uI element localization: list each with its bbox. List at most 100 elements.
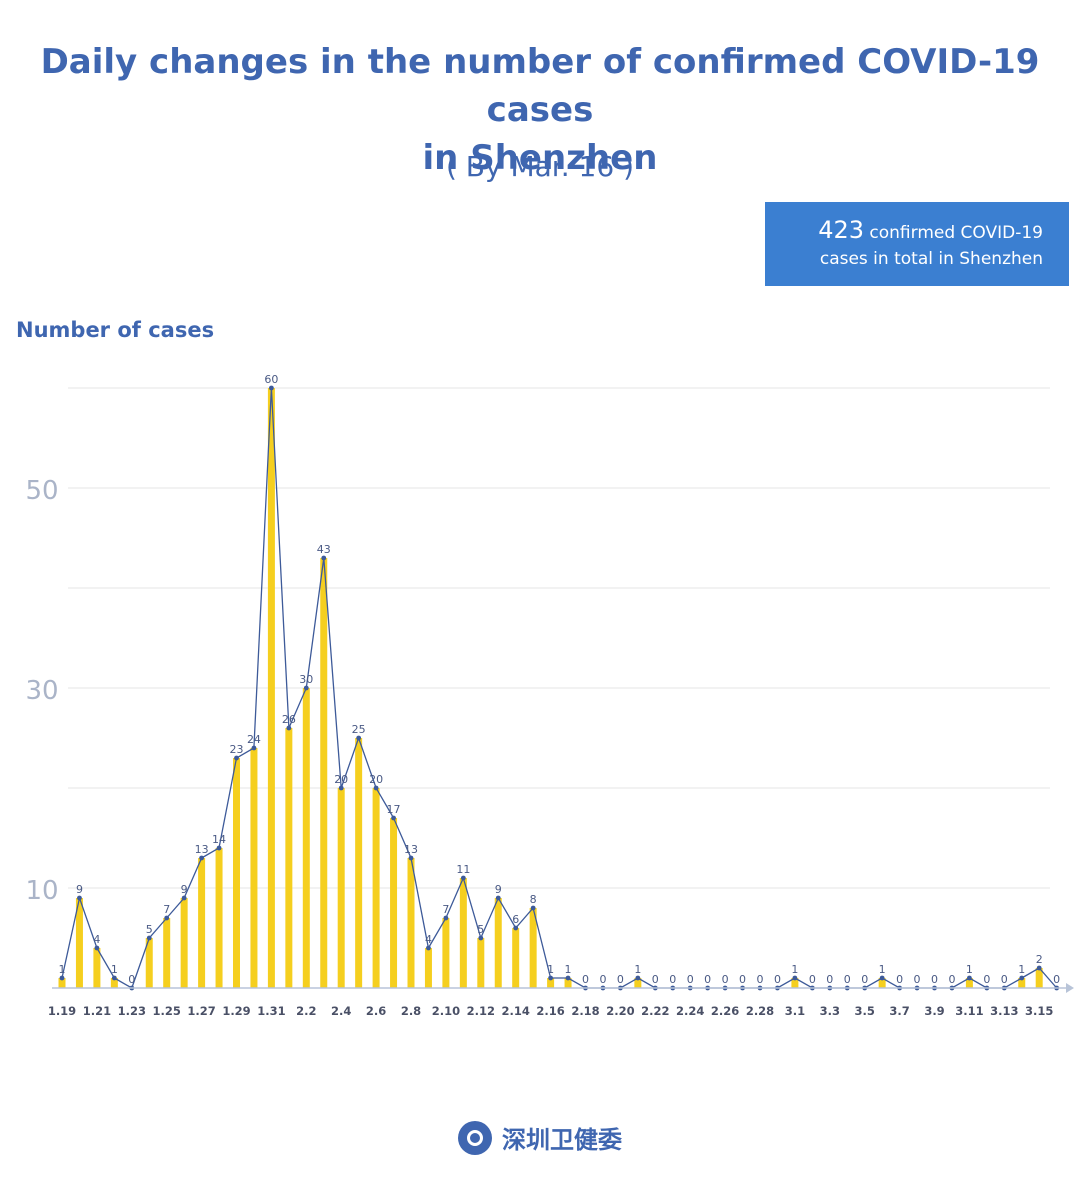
data-point — [146, 935, 152, 941]
x-tick-label: 3.1 — [785, 1004, 805, 1018]
data-label: 17 — [387, 803, 401, 816]
bar — [529, 908, 537, 988]
x-tick-label: 1.31 — [257, 1004, 285, 1018]
y-tick-label: 50 — [25, 476, 58, 506]
data-point — [111, 975, 117, 981]
x-tick-label: 3.5 — [855, 1004, 875, 1018]
bar — [215, 848, 223, 988]
data-label: 6 — [512, 913, 519, 926]
data-label: 0 — [128, 973, 135, 986]
bar — [494, 898, 502, 988]
data-label: 20 — [334, 773, 348, 786]
bar — [110, 978, 118, 988]
data-label: 20 — [369, 773, 383, 786]
data-label: 1 — [547, 963, 554, 976]
x-tick-label: 1.25 — [153, 1004, 181, 1018]
bar — [58, 978, 66, 988]
x-tick-label: 2.2 — [296, 1004, 316, 1018]
chart-title: Daily changes in the number of confirmed… — [0, 38, 1080, 182]
data-label: 2 — [1036, 953, 1043, 966]
data-point — [59, 975, 65, 981]
data-label: 0 — [931, 973, 938, 986]
data-label: 9 — [181, 883, 188, 896]
data-label: 4 — [93, 933, 100, 946]
daily-cases-chart: 1941057913142324602630432025201713471159… — [25, 373, 1074, 1018]
bar — [320, 558, 328, 988]
bar — [337, 788, 345, 988]
data-point — [216, 845, 222, 851]
data-label: 0 — [983, 973, 990, 986]
data-label: 0 — [914, 973, 921, 986]
bar — [250, 748, 258, 988]
data-label: 1 — [879, 963, 886, 976]
bar — [878, 978, 886, 988]
bar — [477, 938, 485, 988]
data-label: 26 — [282, 713, 296, 726]
x-tick-label: 3.9 — [924, 1004, 944, 1018]
data-label: 0 — [722, 973, 729, 986]
x-tick-label: 1.27 — [187, 1004, 215, 1018]
x-tick-label: 3.13 — [990, 1004, 1018, 1018]
bar — [965, 978, 973, 988]
chart-subtitle: ( By Mar. 16 ) — [445, 150, 634, 183]
data-point — [338, 785, 344, 791]
data-label: 1 — [1018, 963, 1025, 976]
data-point — [251, 745, 257, 751]
data-point — [408, 855, 414, 861]
data-point — [321, 555, 327, 561]
x-tick-label: 3.3 — [820, 1004, 840, 1018]
data-label: 43 — [317, 543, 331, 556]
bar — [198, 858, 206, 988]
data-label: 0 — [704, 973, 711, 986]
x-tick-label: 2.16 — [536, 1004, 564, 1018]
data-point — [391, 815, 396, 821]
x-tick-label: 2.22 — [641, 1004, 669, 1018]
data-label: 0 — [844, 973, 851, 986]
bar — [75, 898, 83, 988]
data-label: 8 — [530, 893, 537, 906]
data-label: 0 — [1053, 973, 1060, 986]
total-cases-box: 423 confirmed COVID-19 cases in total in… — [765, 202, 1069, 286]
data-label: 13 — [404, 843, 418, 856]
data-label: 23 — [230, 743, 244, 756]
data-label: 25 — [352, 723, 366, 736]
x-tick-label: 3.7 — [889, 1004, 909, 1018]
data-label: 0 — [861, 973, 868, 986]
data-label: 7 — [163, 903, 170, 916]
data-point — [181, 895, 187, 901]
data-point — [1036, 965, 1042, 971]
data-label: 0 — [599, 973, 606, 986]
data-label: 5 — [477, 923, 484, 936]
total-cases-number: 423 — [818, 215, 864, 244]
total-cases-label-2: cases in total in Shenzhen — [819, 248, 1043, 269]
data-label: 1 — [966, 963, 973, 976]
bar — [267, 388, 275, 988]
data-point — [548, 975, 553, 981]
bar — [163, 918, 171, 988]
bar — [355, 738, 363, 988]
x-tick-label: 2.24 — [676, 1004, 704, 1018]
data-label: 1 — [111, 963, 118, 976]
data-label: 0 — [687, 973, 694, 986]
data-point — [967, 975, 972, 981]
total-cases-label-1: confirmed COVID-19 — [864, 222, 1043, 243]
bar — [93, 948, 101, 988]
data-label: 13 — [195, 843, 209, 856]
data-label: 9 — [76, 883, 83, 896]
data-point — [234, 755, 239, 761]
bar — [1018, 978, 1026, 988]
data-label: 11 — [456, 863, 470, 876]
data-point — [199, 855, 205, 861]
health-commission-logo-icon — [458, 1120, 492, 1155]
bar — [424, 948, 432, 988]
data-point — [164, 915, 170, 921]
bar — [634, 978, 642, 988]
chart-title-line2: in Shenzhen — [422, 138, 658, 178]
bar — [564, 978, 572, 988]
footer: 深圳卫健委 — [0, 1120, 1080, 1155]
data-point — [77, 895, 82, 901]
data-point — [269, 385, 274, 391]
data-label: 0 — [896, 973, 903, 986]
data-point — [635, 975, 641, 981]
x-tick-label: 2.26 — [711, 1004, 739, 1018]
